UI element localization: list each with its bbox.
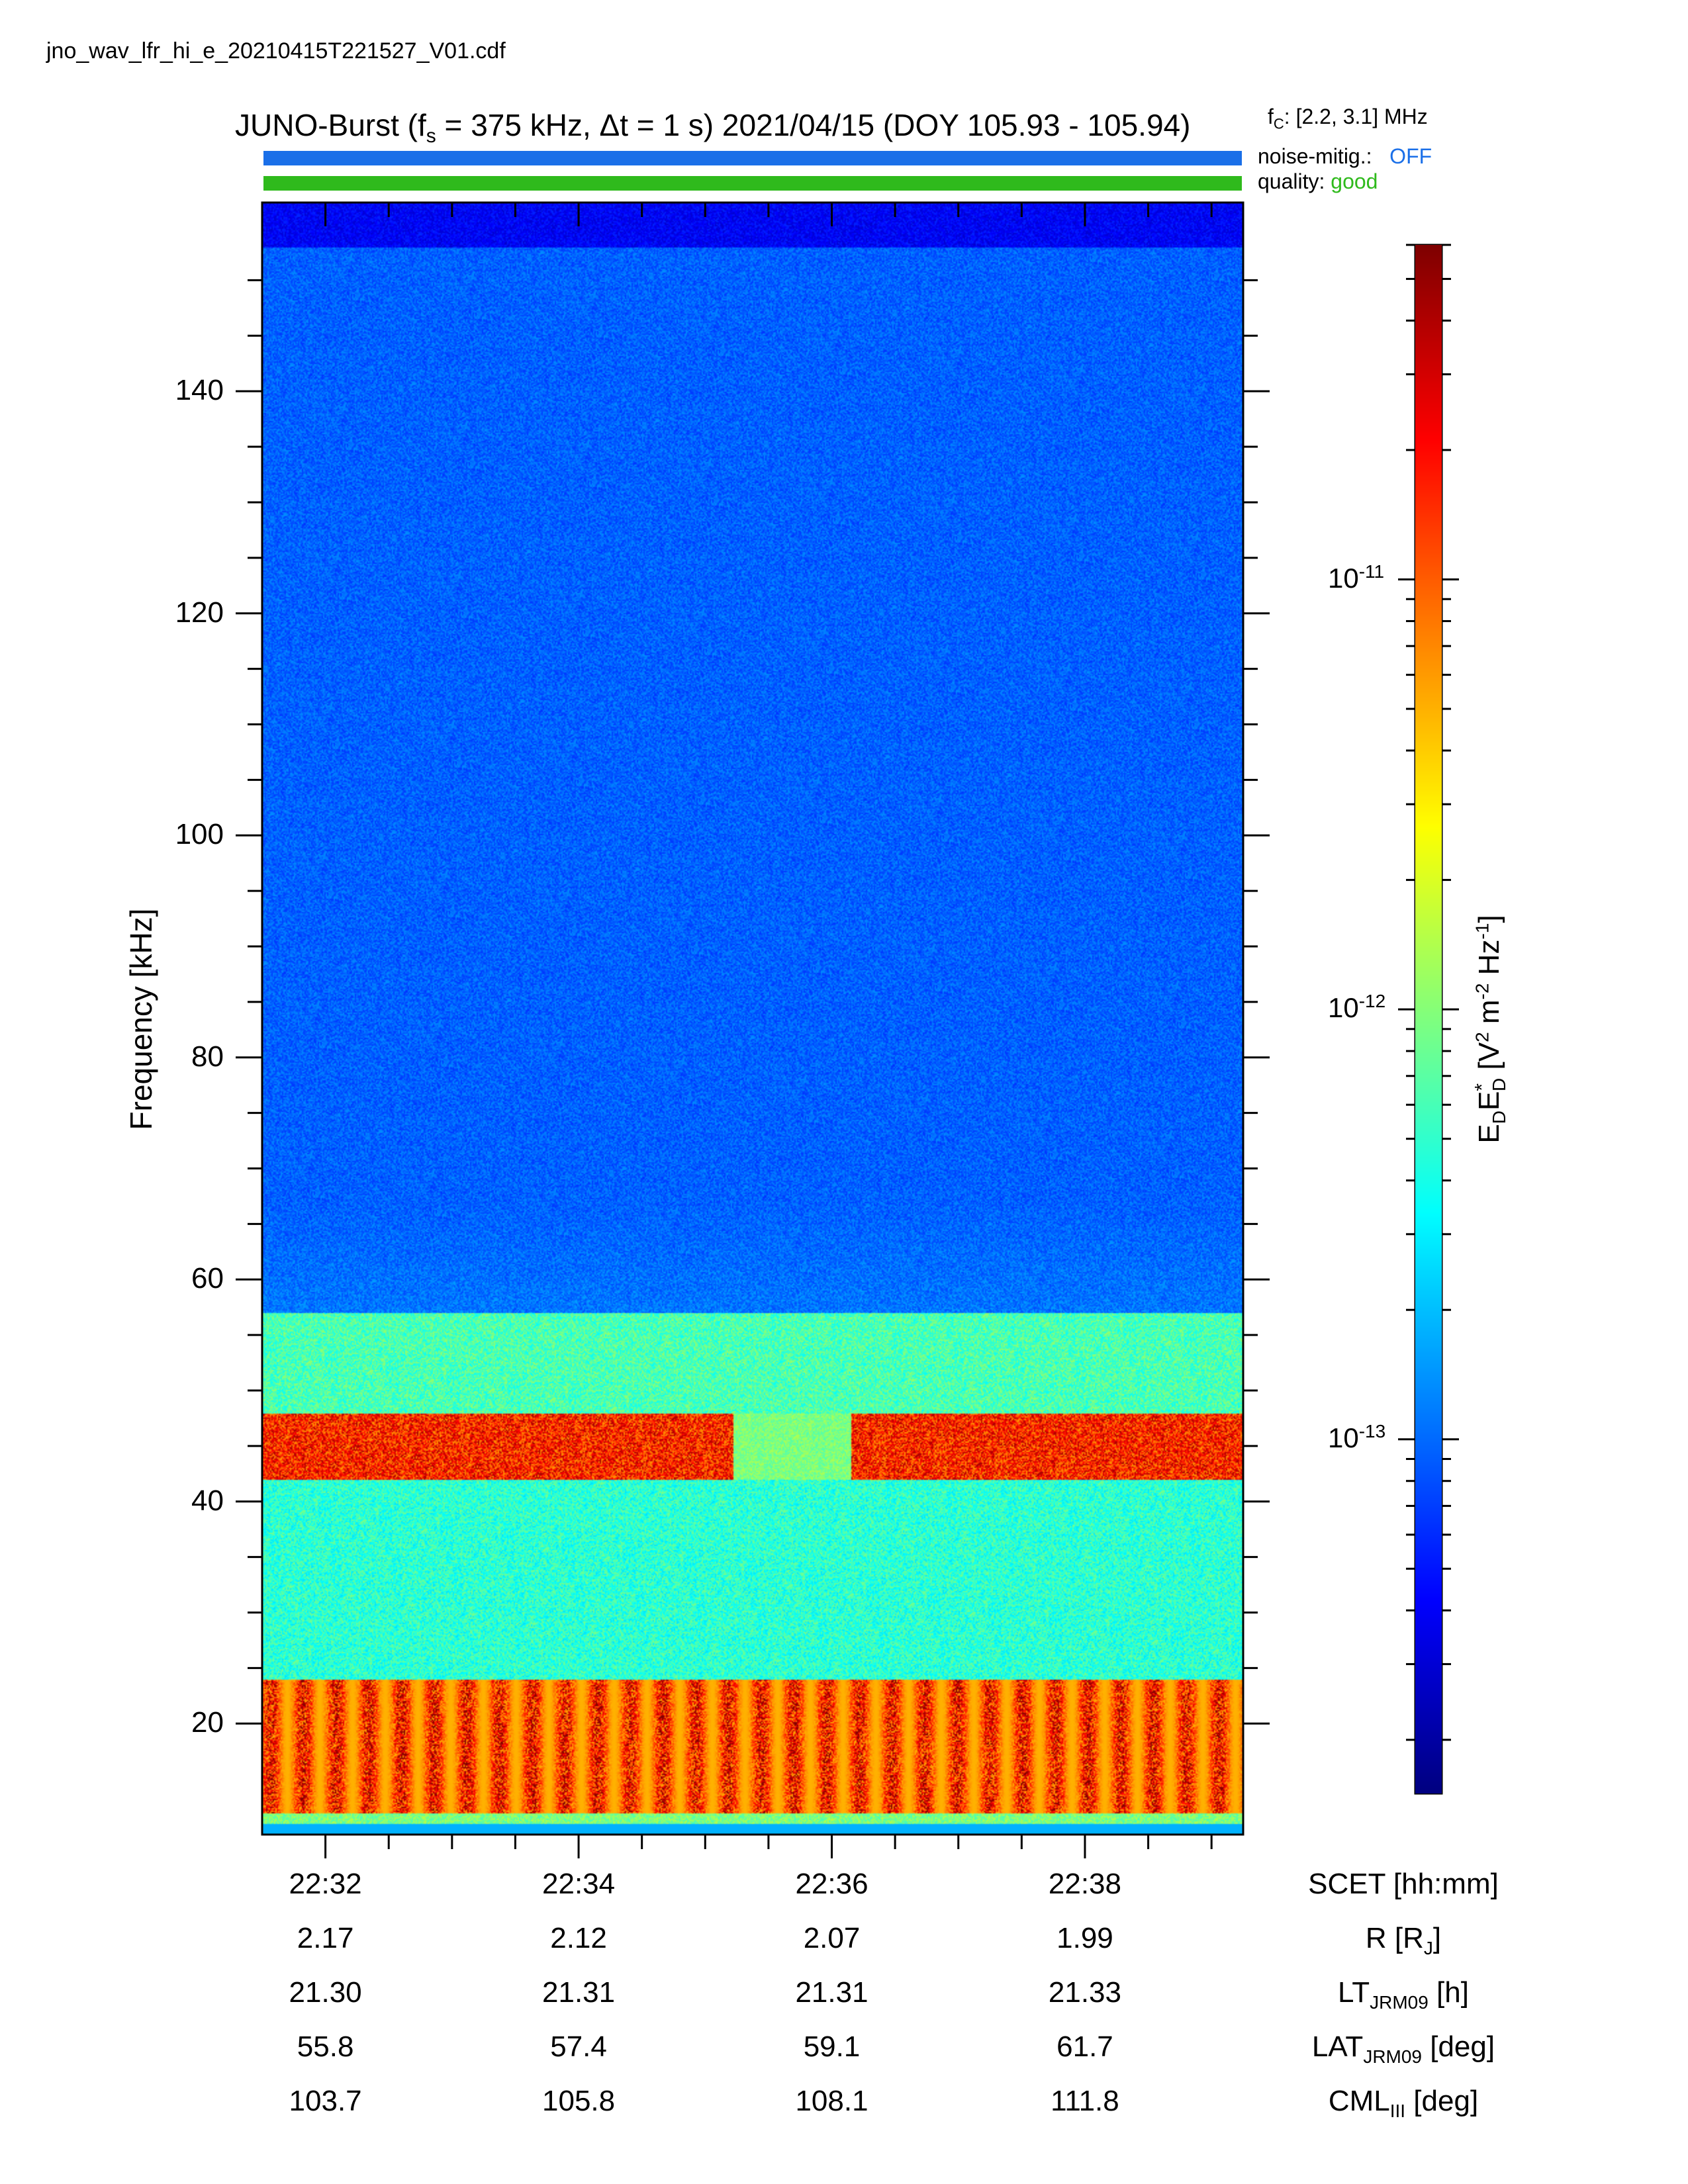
- cb-close: ]: [1473, 915, 1505, 923]
- ephemeris-value: 61.7: [1056, 2030, 1113, 2063]
- y-tick-label: 100: [175, 818, 224, 851]
- quality-status-bar: [263, 176, 1242, 191]
- row-label-r: R [RJ]: [1365, 1922, 1442, 1958]
- ephemeris-value: 21.33: [1048, 1976, 1121, 2009]
- cb-d1: D: [1488, 1111, 1509, 1124]
- title-suffix: = 375 kHz, Δt = 1 s) 2021/04/15 (DOY 105…: [436, 108, 1191, 142]
- plot-border: [261, 201, 1244, 1836]
- ephemeris-value: 2.07: [803, 1922, 861, 1954]
- quality-value: good: [1331, 169, 1378, 193]
- noise-label: noise-mitig.:: [1258, 144, 1372, 168]
- row-label-cml: CMLIII [deg]: [1328, 2085, 1479, 2121]
- cb-e2: E: [1473, 1091, 1505, 1111]
- x-tick-label: 22:38: [1048, 1868, 1121, 1900]
- y-tick-label: 60: [191, 1262, 224, 1295]
- colorbar: [1415, 245, 1442, 1794]
- colorbar-tick-label: 10-11: [1328, 561, 1385, 594]
- cb-e1: E: [1473, 1124, 1505, 1144]
- ephemeris-value: 1.99: [1056, 1922, 1113, 1954]
- ephemeris-value: 21.30: [289, 1976, 362, 2009]
- ephemeris-value: 111.8: [1051, 2085, 1119, 2117]
- ephemeris-value: 2.17: [297, 1922, 354, 1954]
- fc-info: fC: [2.2, 3.1] MHz: [1268, 105, 1428, 132]
- cb-unit-m: m: [1473, 999, 1505, 1032]
- y-tick-label: 40: [191, 1484, 224, 1517]
- ephemeris-value: 21.31: [795, 1976, 868, 2009]
- x-tick-label: 22:32: [289, 1868, 362, 1900]
- file-label: jno_wav_lfr_hi_e_20210415T221527_V01.cdf: [46, 38, 506, 64]
- ephemeris-value: 2.12: [550, 1922, 607, 1954]
- title-sub: s: [426, 125, 436, 148]
- y-tick-label: 20: [191, 1706, 224, 1739]
- row-label-lt: LTJRM09 [h]: [1338, 1976, 1469, 2013]
- cb-unit-hz: Hz: [1473, 939, 1505, 983]
- noise-value: OFF: [1389, 144, 1432, 168]
- ephemeris-value: 59.1: [803, 2030, 861, 2063]
- colorbar-tick-label: 10-12: [1328, 991, 1386, 1024]
- fc-label: f: [1268, 105, 1274, 128]
- y-tick-label: 120: [175, 596, 224, 629]
- x-tick-label: 22:36: [795, 1868, 868, 1900]
- y-axis-label: Frequency [kHz]: [124, 908, 158, 1130]
- chart-title: JUNO-Burst (fs = 375 kHz, Δt = 1 s) 2021…: [235, 107, 1191, 146]
- ephemeris-value: 108.1: [795, 2085, 868, 2117]
- y-tick-label: 80: [191, 1040, 224, 1073]
- row-label-scet: SCET [hh:mm]: [1308, 1868, 1499, 1900]
- noise-mitigation-info: noise-mitig.: OFF: [1258, 144, 1432, 169]
- noise-status-bar: [263, 151, 1242, 165]
- cb-exp-m1: -1: [1472, 923, 1493, 940]
- row-label-lat: LATJRM09 [deg]: [1311, 2030, 1495, 2067]
- colorbar-label: EDE*D [V2 m-2 Hz-1]: [1471, 915, 1509, 1144]
- x-tick-label: 22:34: [542, 1868, 616, 1900]
- cb-exp-2: 2: [1472, 1032, 1493, 1042]
- quality-info: quality: good: [1258, 169, 1378, 194]
- ephemeris-value: 55.8: [297, 2030, 354, 2063]
- title-prefix: JUNO-Burst (f: [235, 108, 426, 142]
- fc-value: : [2.2, 3.1] MHz: [1284, 105, 1428, 128]
- fc-sub: C: [1273, 115, 1284, 132]
- quality-label: quality:: [1258, 169, 1325, 193]
- cb-unit-v: [V: [1473, 1042, 1505, 1078]
- cb-d2: D: [1488, 1077, 1509, 1091]
- cb-exp-m2: -2: [1472, 983, 1493, 1000]
- colorbar-tick-label: 10-13: [1328, 1420, 1386, 1453]
- ephemeris-value: 103.7: [289, 2085, 362, 2117]
- ephemeris-value: 21.31: [542, 1976, 616, 2009]
- ephemeris-value: 105.8: [542, 2085, 616, 2117]
- y-tick-label: 140: [175, 374, 224, 407]
- ephemeris-value: 57.4: [550, 2030, 607, 2063]
- spectrogram-plot: [262, 203, 1243, 1835]
